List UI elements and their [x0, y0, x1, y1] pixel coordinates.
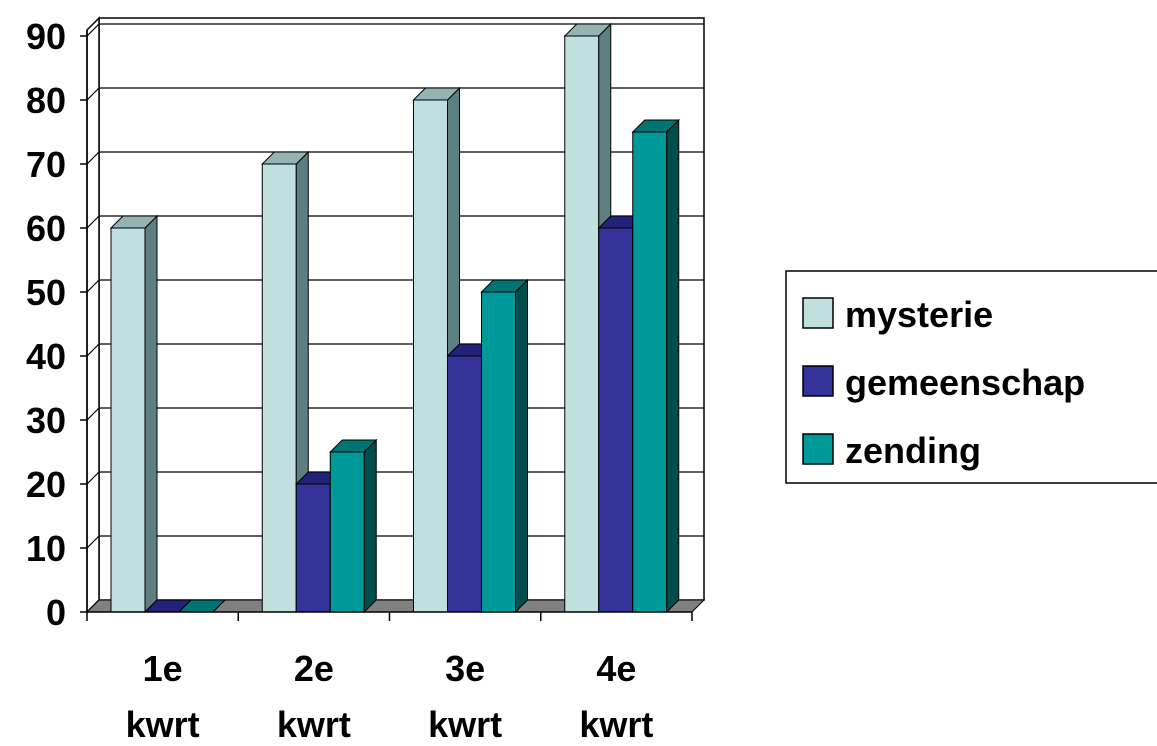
y-tick-label: 80 — [26, 80, 66, 121]
x-tick-label-4: 4e kwrt — [579, 648, 653, 745]
bar-front — [598, 227, 634, 613]
gridline-side — [86, 471, 100, 485]
x-axis: 1e kwrt 2e kwrt 3e kwrt 4e kwrt — [86, 611, 693, 745]
bar-top — [480, 279, 529, 293]
legend: mysterie gemeenschap zending — [785, 270, 1157, 484]
legend-swatch-mysterie — [802, 297, 834, 329]
bar-front — [329, 451, 365, 613]
y-tick-label: 50 — [26, 272, 66, 313]
bar-front — [564, 35, 600, 613]
bar-mysterie-2 — [261, 150, 310, 614]
bar-top — [329, 439, 378, 453]
bar-front — [413, 99, 448, 613]
bar-top — [261, 151, 310, 165]
gridline-side — [86, 151, 100, 165]
legend-frame — [785, 270, 1157, 484]
bar-side — [666, 118, 680, 614]
y-tick-label: 10 — [26, 528, 66, 569]
bar-side — [144, 214, 158, 614]
bar-zending-3 — [480, 278, 529, 614]
x-tick-label-1: 1e kwrt — [126, 648, 200, 745]
legend-label-zending: zending — [845, 430, 981, 471]
gridline-side — [86, 23, 100, 37]
y-tick-label: 20 — [26, 464, 66, 505]
y-axis: 0 10 20 30 40 50 60 70 80 90 — [26, 16, 88, 633]
y-tick-label: 70 — [26, 144, 66, 185]
x-tick-label-2: 2e kwrt — [277, 648, 351, 745]
y-tick-label: 0 — [46, 592, 66, 633]
legend-box: mysterie gemeenschap zending — [785, 270, 1157, 484]
bar-side — [515, 278, 528, 614]
bar-mysterie-1 — [109, 214, 159, 614]
bar-front — [447, 355, 482, 613]
legend-label-mysterie: mysterie — [845, 294, 993, 335]
legend-label-gemeenschap: gemeenschap — [845, 362, 1085, 403]
y-tick-label: 60 — [26, 208, 66, 249]
bar-top — [412, 87, 461, 101]
bar-front — [481, 291, 516, 613]
side-wall — [86, 16, 100, 614]
bar-front — [632, 131, 668, 613]
legend-swatch-gemeenschap — [802, 365, 834, 397]
gridline-side — [86, 535, 100, 549]
x-tick-label-3: 3e kwrt — [428, 648, 502, 745]
bar-top — [631, 119, 680, 133]
bar-side — [363, 438, 377, 614]
bar-front — [295, 483, 331, 613]
bar-zending-4 — [631, 118, 680, 614]
gridline-side — [86, 87, 100, 101]
bar-zending-2 — [329, 438, 378, 614]
bar-front — [110, 227, 146, 613]
y-tick-label: 40 — [26, 336, 66, 377]
legend-swatch-zending — [802, 433, 834, 465]
gridline-side — [86, 407, 100, 421]
bar-top — [109, 215, 159, 229]
gridline-side — [86, 279, 100, 293]
bars — [109, 22, 680, 614]
y-tick-label: 30 — [26, 400, 66, 441]
gridline-side — [86, 215, 100, 229]
bar-top — [563, 23, 612, 37]
gridline-side — [86, 343, 100, 357]
bar-front — [261, 163, 297, 613]
y-tick-label: 90 — [26, 16, 66, 57]
